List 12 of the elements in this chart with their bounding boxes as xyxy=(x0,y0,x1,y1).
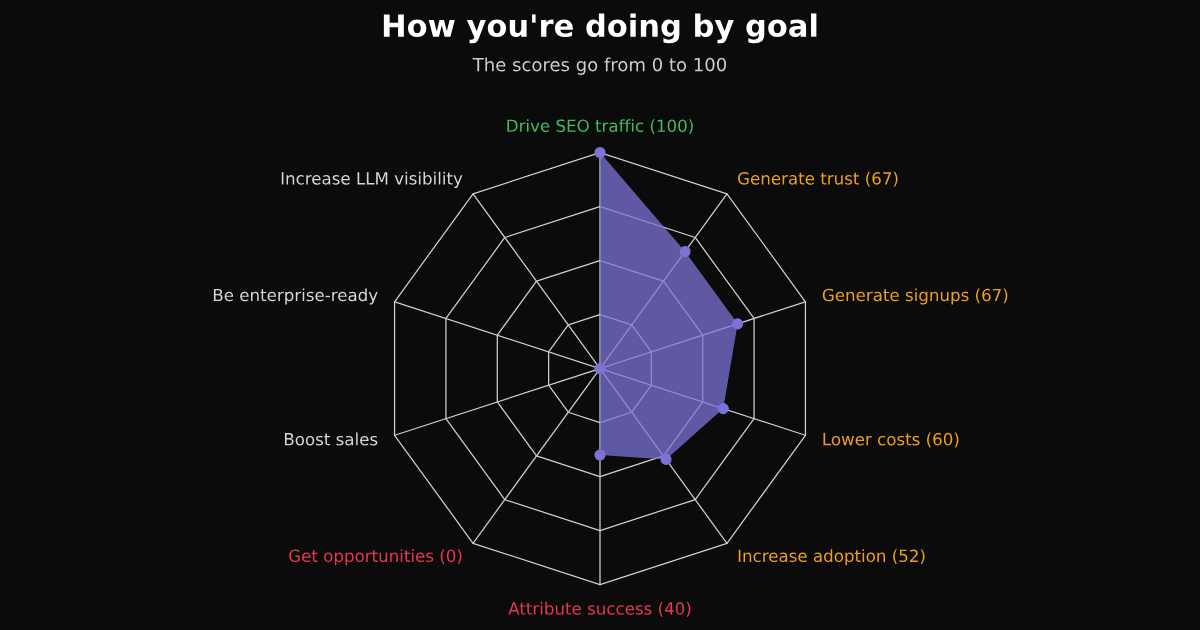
spoke-label: Boost sales xyxy=(284,432,378,446)
spoke-label: Drive SEO traffic (100) xyxy=(507,119,693,134)
spoke-label: Get opportunities (0) xyxy=(289,549,462,566)
chart-subtitle: The scores go from 0 to 100 xyxy=(472,57,727,75)
spoke-label: Lower costs (60) xyxy=(823,432,959,448)
chart-title: How you're doing by goal xyxy=(383,13,817,44)
spoke-label: Increase adoption (52) xyxy=(738,549,925,566)
spoke-label: Generate signups (67) xyxy=(822,288,1008,305)
spoke-label: Be enterprise-ready xyxy=(213,288,378,305)
spoke-label: Increase LLM visibility xyxy=(281,171,463,188)
spoke-label: Generate trust (67) xyxy=(738,171,898,187)
spoke-label: Attribute success (40) xyxy=(508,601,691,617)
